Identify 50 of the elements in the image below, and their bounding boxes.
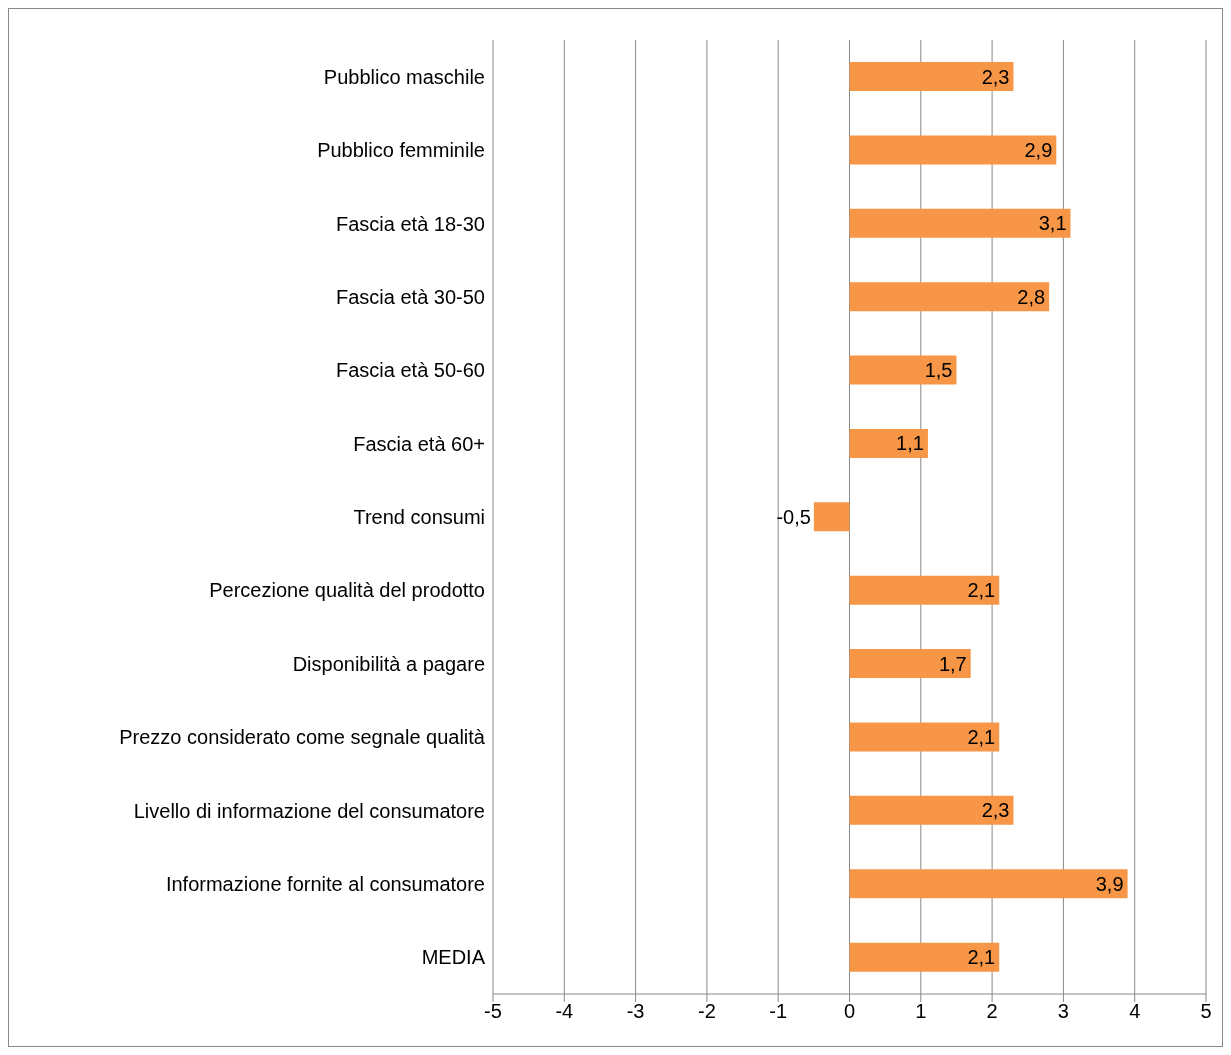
y-tick-label: Disponibilità a pagare (292, 652, 485, 675)
y-tick-label: Informazione fornite al consumatore (165, 873, 485, 896)
bar (849, 722, 1000, 752)
bar (849, 135, 1057, 165)
x-tick-label: 4 (1129, 1000, 1141, 1023)
data-label: 2,1 (967, 946, 996, 969)
bar (849, 428, 928, 458)
y-tick-label: Trend consumi (353, 506, 485, 529)
bar (849, 942, 1000, 972)
data-label: 2,3 (981, 799, 1010, 822)
y-tick-label: Pubblico maschile (323, 65, 485, 88)
data-label: 3,9 (1095, 872, 1124, 895)
y-tick-label: Pubblico femminile (317, 139, 485, 162)
bar (849, 649, 971, 679)
bar (813, 502, 850, 532)
y-tick-label: Fascia età 60+ (353, 432, 485, 455)
data-label: 2,8 (1017, 285, 1046, 308)
x-tick-label: -2 (698, 1000, 716, 1023)
data-label: -0,5 (776, 505, 811, 528)
data-label: 2,3 (981, 65, 1010, 88)
bar (849, 62, 1014, 92)
y-tick-label: Fascia età 30-50 (336, 285, 485, 308)
x-tick-label: 5 (1200, 1000, 1212, 1023)
data-label: 2,9 (1024, 138, 1053, 161)
bar (849, 575, 1000, 605)
bar (849, 208, 1071, 238)
x-tick-label: 3 (1057, 1000, 1069, 1023)
data-label: 1,5 (924, 359, 953, 382)
x-tick-label: -5 (484, 1000, 502, 1023)
data-label: 2,1 (967, 579, 996, 602)
x-tick-label: 0 (843, 1000, 856, 1023)
bar (849, 355, 957, 385)
x-tick-label: -3 (626, 1000, 645, 1023)
y-tick-label: Livello di informazione del consumatore (133, 799, 485, 822)
x-tick-label: 2 (986, 1000, 998, 1023)
bar (849, 869, 1128, 899)
bar (849, 282, 1050, 312)
y-tick-label: Percezione qualità del prodotto (209, 579, 485, 602)
bar (849, 795, 1014, 825)
y-tick-label: Prezzo considerato come segnale qualità (119, 726, 486, 749)
data-label: 1,7 (938, 652, 967, 675)
y-tick-label: MEDIA (421, 946, 486, 969)
data-label: 2,1 (967, 725, 996, 748)
x-tick-label: -4 (555, 1000, 574, 1023)
data-label: 3,1 (1038, 212, 1067, 235)
y-tick-label: Fascia età 18-30 (336, 212, 485, 235)
x-tick-label: 1 (915, 1000, 927, 1023)
y-tick-label: Fascia età 50-60 (336, 359, 485, 382)
data-label: 1,1 (896, 432, 924, 455)
x-tick-label: -1 (769, 1000, 788, 1023)
